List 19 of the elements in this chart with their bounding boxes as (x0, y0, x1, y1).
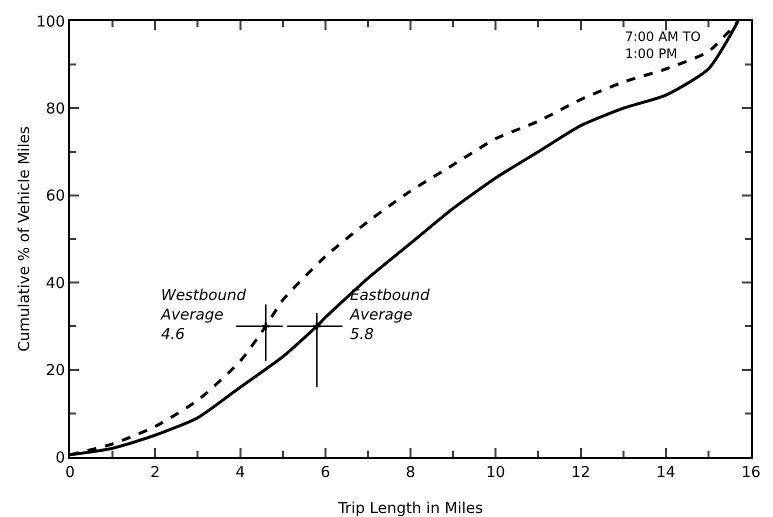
y-tick-label: 80 (46, 99, 65, 118)
y-axis-title: Cumulative % of Vehicle Miles (15, 126, 33, 352)
x-tick-label: 4 (235, 463, 246, 481)
y-tick-label: 0 (55, 448, 65, 466)
x-tick-label: 2 (150, 463, 160, 481)
y-tick-label: 100 (36, 12, 65, 30)
x-tick-label: 12 (571, 463, 590, 481)
annotation: 7:00 AM TO 1:00 PM (625, 30, 701, 62)
y-tick-label: 60 (46, 186, 65, 205)
annotation: Eastbound Average 5.8 (349, 286, 430, 343)
x-tick-label: 14 (656, 463, 676, 481)
x-tick-label: 10 (486, 463, 506, 481)
y-tick-label: 40 (46, 274, 65, 292)
x-axis-title: Trip Length in Miles (337, 499, 484, 517)
x-tick-label: 8 (406, 463, 416, 481)
annotation: Westbound Average 4.6 (160, 286, 246, 343)
x-tick-label: 6 (320, 463, 330, 481)
y-tick-label: 20 (46, 361, 65, 380)
x-tick-label: 16 (741, 463, 761, 481)
